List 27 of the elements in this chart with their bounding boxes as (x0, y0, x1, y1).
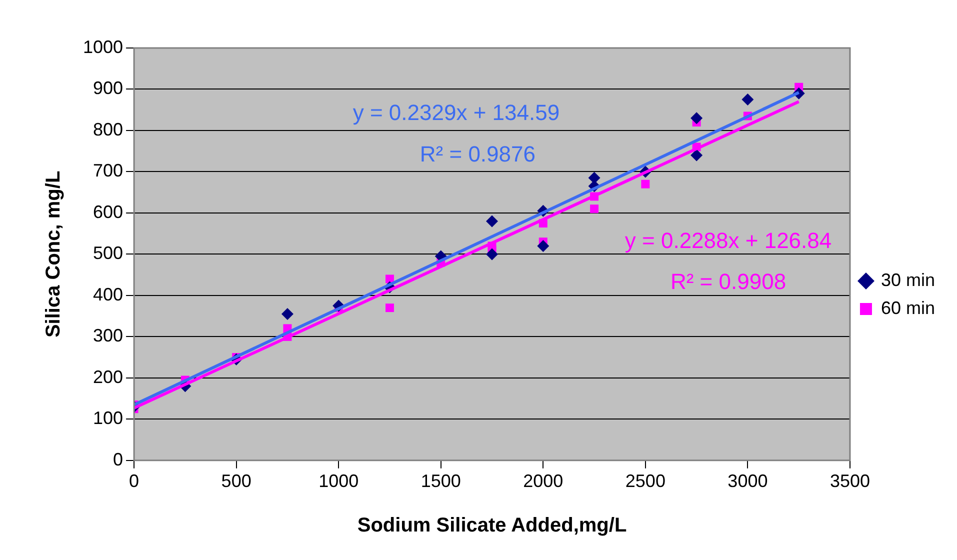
annotation: R² = 0.9908 (670, 269, 786, 294)
x-tick-label: 1500 (420, 471, 461, 492)
x-tick-label: 500 (221, 471, 252, 492)
x-tick-label: 2000 (523, 471, 564, 492)
y-tick-label: 800 (92, 119, 124, 140)
y-tick-label: 500 (92, 243, 124, 264)
legend-label: 60 min (880, 298, 936, 318)
y-axis-title: Silica Conc, mg/L (42, 170, 65, 338)
legend-label: 30 min (880, 270, 936, 290)
annotation: R² = 0.9876 (420, 141, 536, 166)
x-tick-label: 2500 (625, 471, 666, 492)
y-tick-label: 600 (92, 202, 124, 222)
y-tick-label: 900 (92, 78, 124, 98)
annotation: y = 0.2288x + 126.84 (624, 228, 832, 253)
y-tick-label: 1000 (82, 36, 124, 57)
x-tick-label: 1000 (318, 471, 359, 492)
y-tick-label: 400 (92, 284, 124, 304)
x-tick-label: 3000 (728, 471, 768, 492)
x-axis-title: Sodium Silicate Added,mg/L (357, 514, 627, 537)
y-tick-label: 100 (92, 408, 124, 428)
y-tick-label: 0 (113, 449, 124, 470)
x-tick-label: 0 (129, 471, 140, 492)
annotation: y = 0.2329x + 134.59 (352, 100, 560, 126)
y-tick-label: 300 (92, 326, 124, 346)
y-tick-label: 700 (92, 160, 124, 181)
y-tick-label: 200 (92, 366, 124, 387)
x-tick-label: 3500 (830, 471, 870, 492)
